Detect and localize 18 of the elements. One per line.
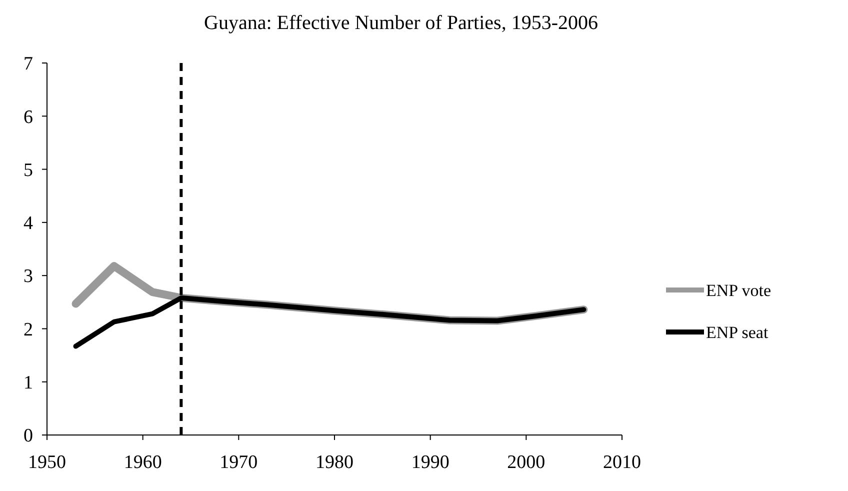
- y-tick-label: 3: [24, 266, 33, 288]
- x-tick-label: 1990: [411, 452, 450, 473]
- x-tick-label: 1970: [220, 452, 258, 473]
- y-tick-label: 4: [24, 213, 34, 234]
- x-tick-label: 2000: [507, 452, 546, 473]
- legend-label: ENP vote: [706, 280, 772, 300]
- x-tick-label: 2010: [603, 452, 641, 473]
- y-tick-label: 2: [24, 319, 33, 340]
- y-tick-label: 0: [24, 426, 33, 447]
- y-tick-label: 5: [24, 160, 33, 181]
- y-tick-label: 1: [24, 372, 33, 394]
- chart-title: Guyana: Effective Number of Parties, 1953-2006: [204, 12, 598, 34]
- x-tick-label: 1950: [28, 452, 66, 473]
- x-tick-label: 1980: [316, 452, 354, 473]
- x-tick-label: 1960: [124, 452, 162, 473]
- y-tick-label: 6: [24, 106, 33, 128]
- y-tick-label: 7: [24, 54, 33, 75]
- legend-label: ENP seat: [706, 322, 768, 342]
